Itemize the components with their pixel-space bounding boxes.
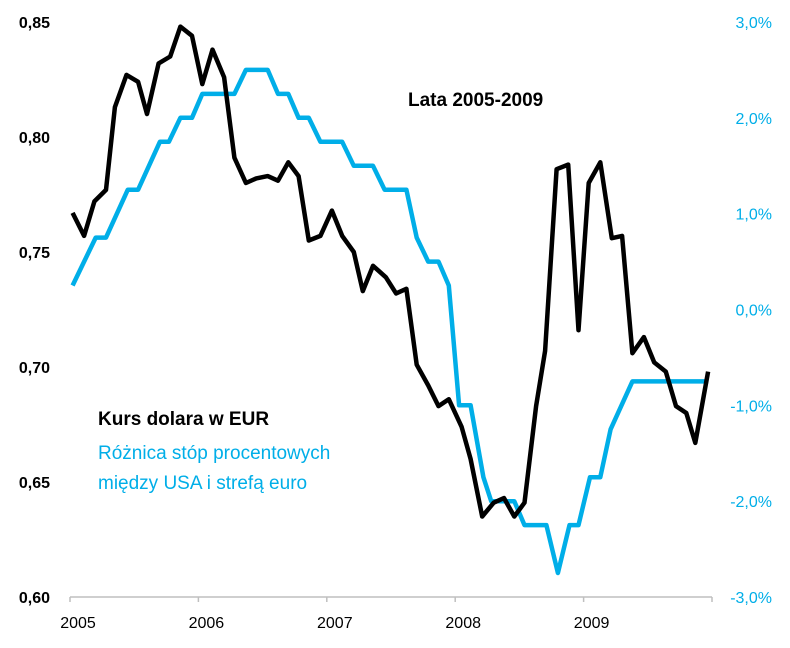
x-tick-label: 2008: [445, 615, 481, 632]
y-right-tick-label: 3,0%: [736, 15, 772, 32]
legend-rate-diff-line1: Różnica stóp procentowych: [98, 443, 330, 464]
y-right-tick-label: -2,0%: [730, 494, 772, 511]
y-right-tick-label: 1,0%: [736, 207, 772, 224]
series-rate-diff-line: [70, 67, 709, 576]
x-tick-label: 2006: [189, 615, 225, 632]
series-usd-eur-line: [70, 24, 711, 519]
x-tick-label: 2005: [60, 615, 96, 632]
y-right-tick-label: 0,0%: [736, 303, 772, 320]
legend-rate-diff-line2: między USA i strefą euro: [98, 473, 307, 494]
y-right-tick-label: -3,0%: [730, 590, 772, 607]
y-left-tick-label: 0,70: [19, 360, 50, 377]
y-left-tick-label: 0,60: [19, 590, 50, 607]
y-left-tick-label: 0,80: [19, 130, 50, 147]
y-left-tick-label: 0,65: [19, 475, 50, 492]
axes: 2005 2006 2007 2008 2009 0,85 0,80 0,75 0,70 0,65…: [19, 15, 772, 632]
chart-title: Lata 2005-2009: [408, 90, 543, 111]
y-right-tick-label: 2,0%: [736, 111, 772, 128]
x-tick-label: 2009: [574, 615, 610, 632]
series-group: [70, 24, 711, 576]
y-left-tick-label: 0,85: [19, 15, 50, 32]
y-left-tick-label: 0,75: [19, 245, 50, 262]
legend-usd-eur: Kurs dolara w EUR: [98, 409, 269, 430]
x-tick-label: 2007: [317, 615, 353, 632]
y-right-tick-label: -1,0%: [730, 398, 772, 415]
